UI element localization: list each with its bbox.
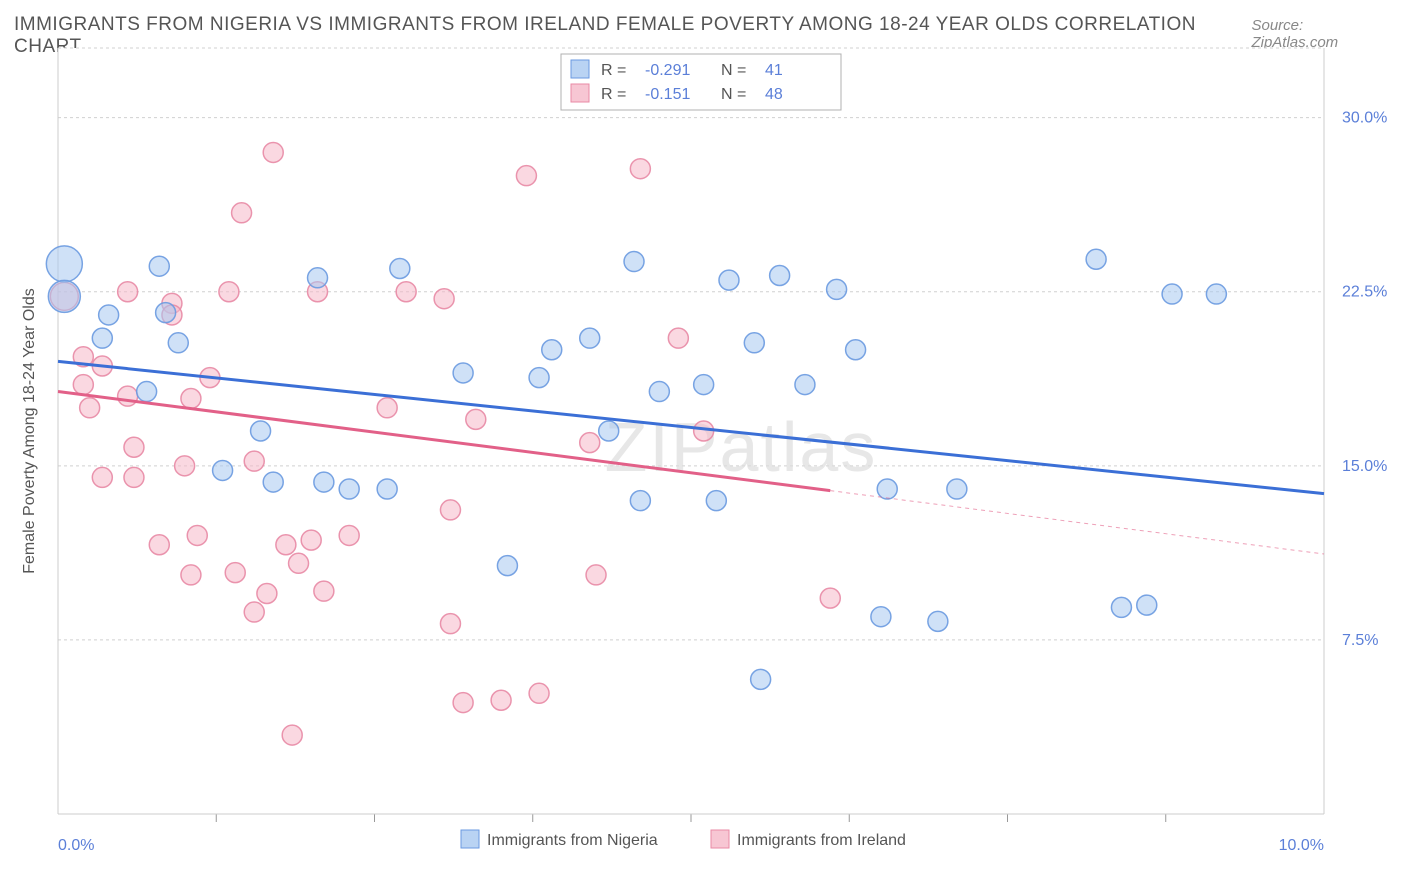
svg-text:N =: N = (721, 62, 746, 79)
svg-text:48: 48 (765, 86, 783, 103)
svg-text:-0.151: -0.151 (645, 86, 690, 103)
svg-text:N =: N = (721, 86, 746, 103)
svg-text:-0.291: -0.291 (645, 62, 690, 79)
scatter-chart: 7.5% 15.0% 22.5% 30.0% 0.0% 10.0% ZIPatlas Fema… (14, 44, 1392, 878)
svg-text:R =: R = (601, 62, 626, 79)
svg-text:R =: R = (601, 86, 626, 103)
chart-area: 7.5% 15.0% 22.5% 30.0% 0.0% 10.0% ZIPatlas Fema… (14, 44, 1392, 878)
svg-text:Immigrants from Nigeria: Immigrants from Nigeria (487, 832, 658, 849)
svg-text:15.0%: 15.0% (1342, 458, 1387, 475)
svg-text:22.5%: 22.5% (1342, 284, 1387, 301)
svg-text:7.5%: 7.5% (1342, 632, 1378, 649)
svg-text:0.0%: 0.0% (58, 837, 94, 854)
svg-text:30.0%: 30.0% (1342, 110, 1387, 127)
svg-text:41: 41 (765, 62, 783, 79)
svg-text:ZIPatlas: ZIPatlas (605, 408, 878, 486)
svg-text:10.0%: 10.0% (1279, 837, 1324, 854)
svg-text:Female Poverty Among 18-24 Yea: Female Poverty Among 18-24 Year Olds (21, 288, 38, 574)
svg-text:Immigrants from Ireland: Immigrants from Ireland (737, 832, 906, 849)
